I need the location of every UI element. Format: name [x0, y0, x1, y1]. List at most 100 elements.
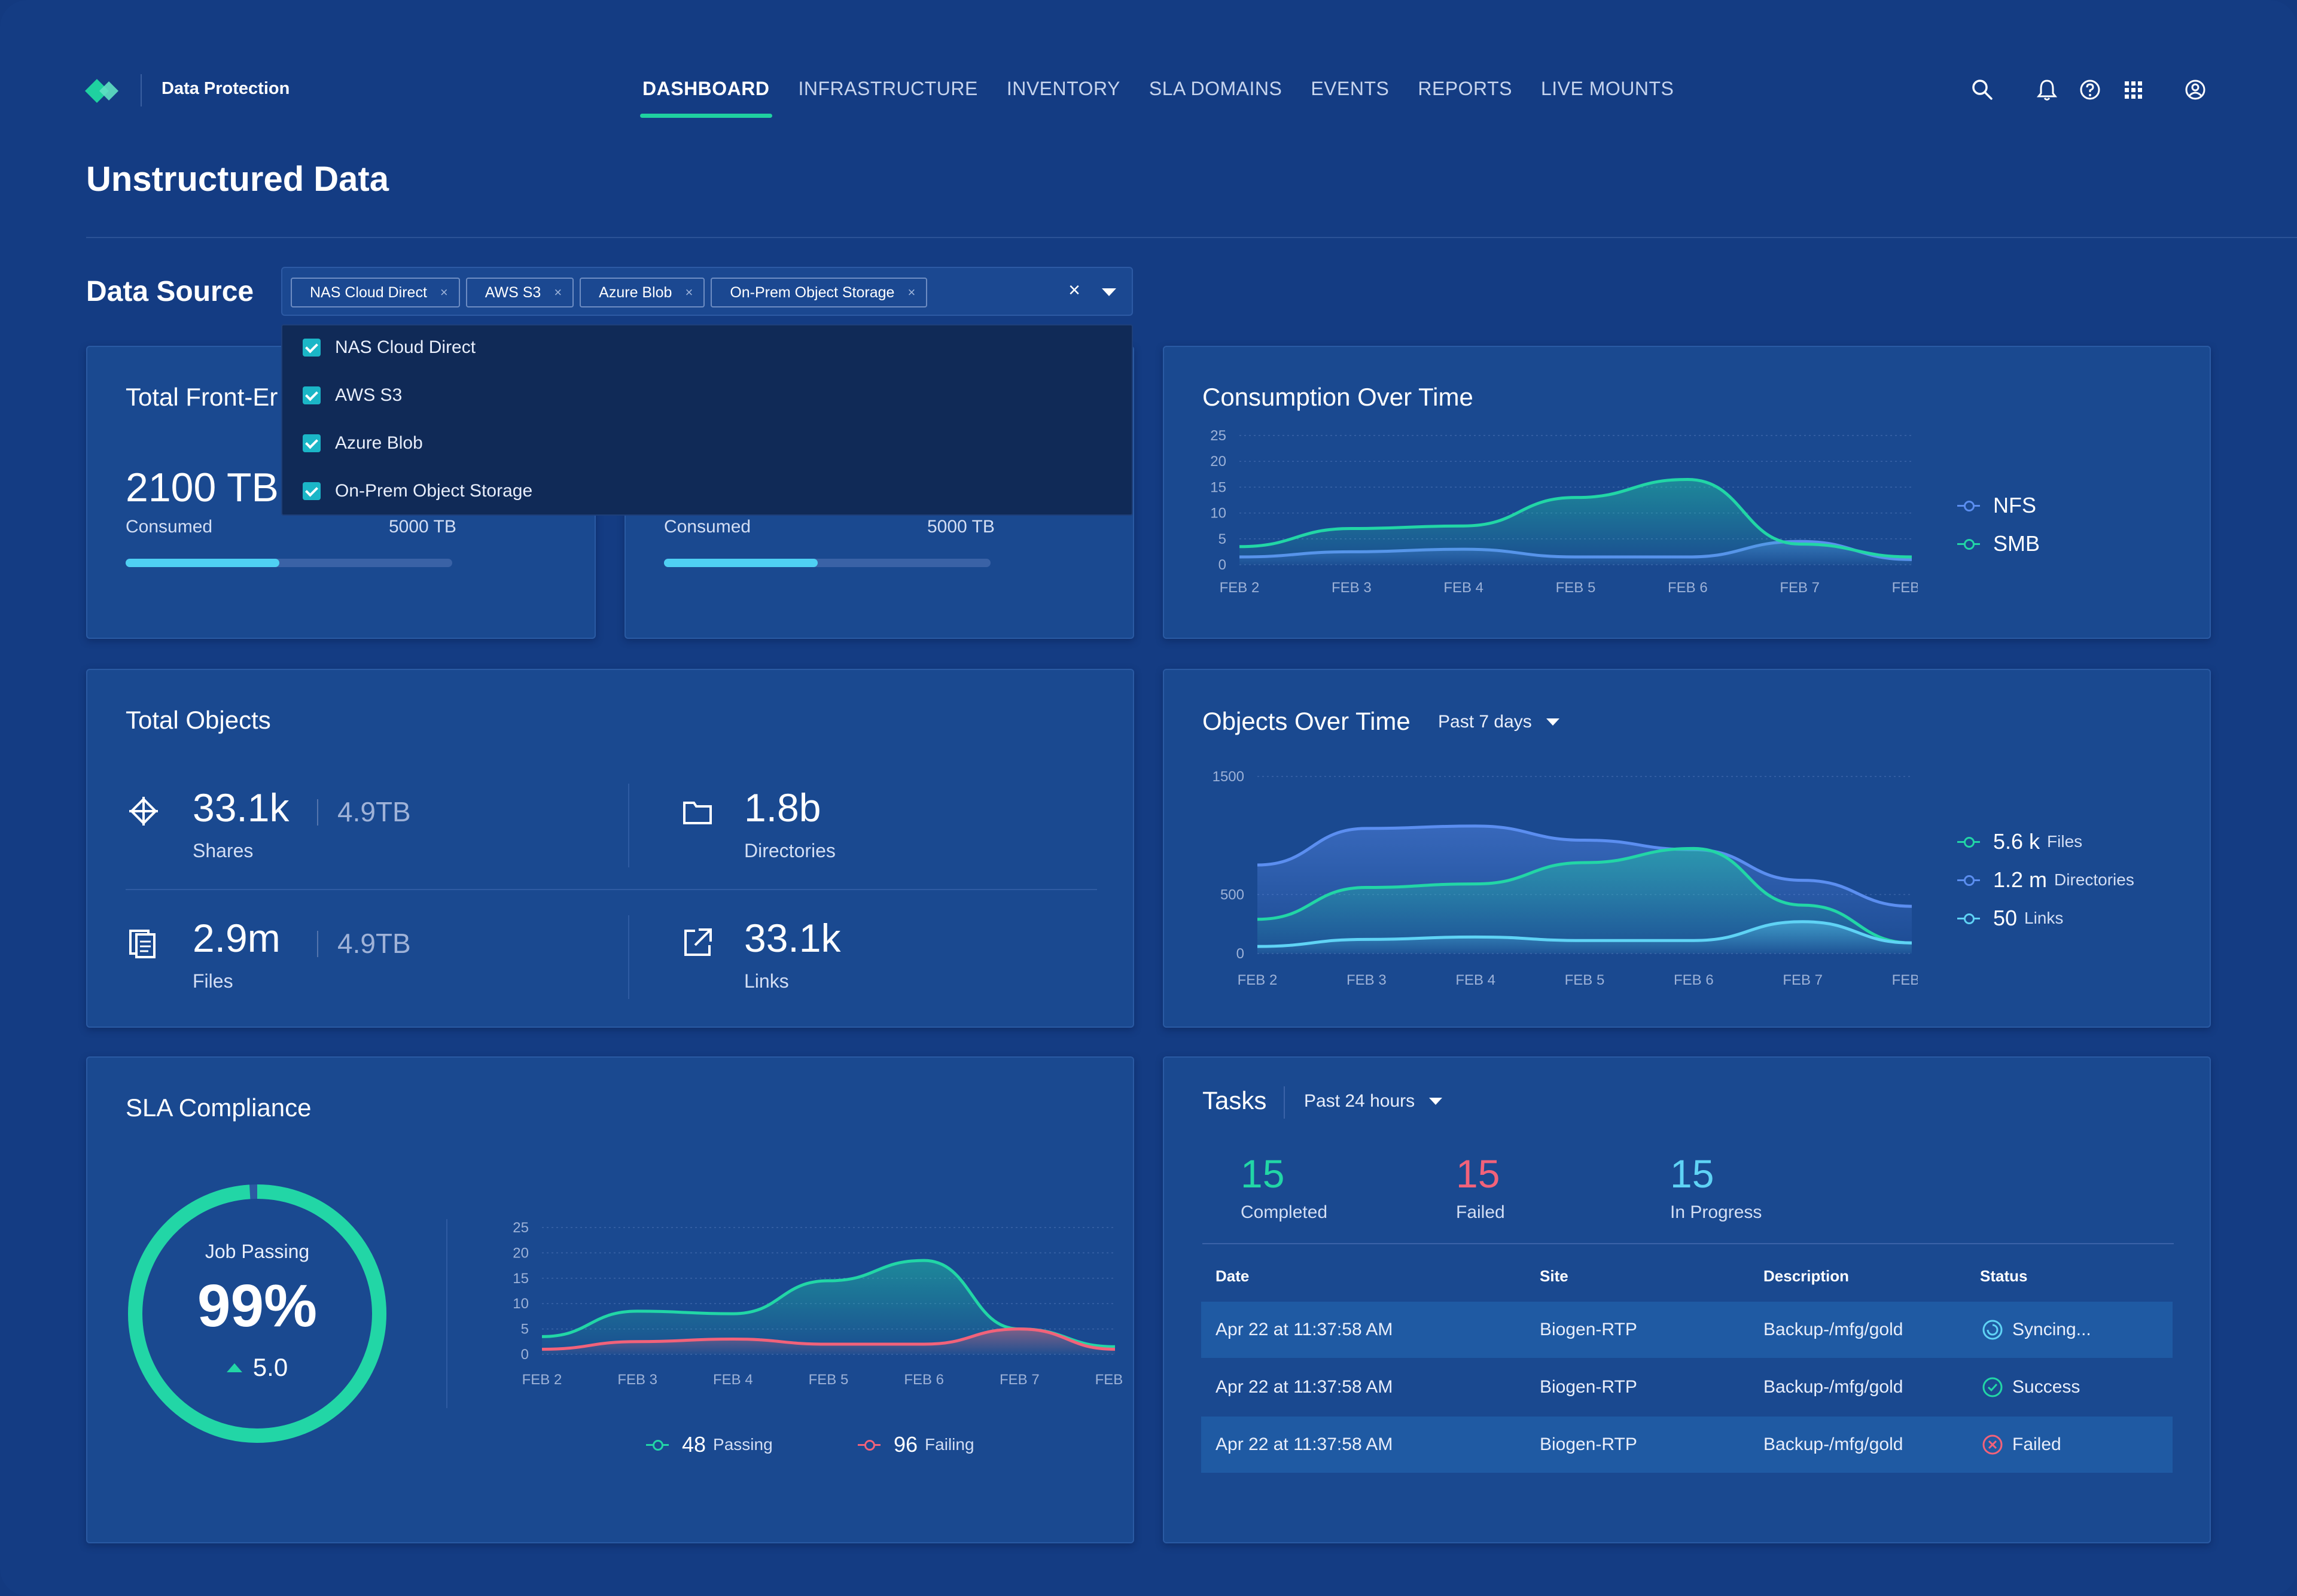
- help-icon[interactable]: [2078, 78, 2102, 102]
- chip-remove-icon[interactable]: ×: [907, 285, 916, 300]
- legend-label: Passing: [713, 1435, 773, 1454]
- chevron-down-icon: [1429, 1098, 1443, 1105]
- usage-capacity: 5000 TB: [927, 517, 995, 537]
- chip-label: NAS Cloud Direct: [310, 284, 427, 301]
- column-description[interactable]: Description: [1763, 1267, 1850, 1285]
- y-tick-label: 15: [1210, 479, 1226, 495]
- arrow-up-icon: [226, 1363, 242, 1372]
- x-tick-label: FEB 2: [522, 1372, 562, 1388]
- objects-title: Total Objects: [126, 706, 271, 734]
- nav-sla-domains[interactable]: SLA DOMAINS: [1148, 78, 1282, 99]
- vertical-divider: [628, 784, 629, 867]
- checkbox-checked-icon[interactable]: [303, 386, 321, 404]
- x-tick-label: FEB 5: [1565, 972, 1605, 988]
- nav-infrastructure[interactable]: INFRASTRUCTURE: [798, 78, 978, 99]
- gauge-label: Job Passing: [205, 1241, 310, 1262]
- option-label: NAS Cloud Direct: [335, 337, 476, 357]
- shares-label: Shares: [193, 840, 254, 861]
- y-tick-label: 5: [1218, 531, 1226, 547]
- tasks-range-dropdown[interactable]: Past 24 hours: [1304, 1091, 1443, 1111]
- table-row[interactable]: Apr 22 at 11:37:58 AM Biogen-RTP Backup-…: [1201, 1417, 2173, 1473]
- x-tick-label: FEB 3: [1346, 972, 1387, 988]
- logo-icon: [85, 79, 118, 103]
- job-passing-gauge: [128, 1184, 386, 1443]
- legend-value: 5.6 k: [1993, 829, 2040, 854]
- front-end-capacity: 5000 TB: [389, 517, 456, 537]
- legend-value: 1.2 m: [1993, 867, 2048, 892]
- gauge-arc: [128, 1184, 386, 1443]
- legend-value: 48: [682, 1432, 706, 1457]
- chip-remove-icon[interactable]: ×: [554, 285, 562, 300]
- files-value: 2.9m: [193, 916, 281, 960]
- checkbox-checked-icon[interactable]: [303, 339, 321, 357]
- y-tick-label: 10: [513, 1296, 529, 1312]
- bell-icon[interactable]: [2035, 78, 2059, 102]
- cell-description: Backup-/mfg/gold: [1763, 1377, 1903, 1397]
- horizontal-divider: [126, 889, 1097, 890]
- option-nas-cloud-direct[interactable]: NAS Cloud Direct: [303, 337, 476, 358]
- chip-remove-icon[interactable]: ×: [440, 285, 448, 300]
- range-dropdown[interactable]: Past 7 days: [1438, 712, 1559, 732]
- sla-title: SLA Compliance: [126, 1094, 312, 1122]
- y-tick-label: 20: [1210, 453, 1226, 470]
- completed-count: 15: [1241, 1152, 1285, 1196]
- column-status[interactable]: Status: [1980, 1267, 2028, 1285]
- main-nav: DASHBOARD INFRASTRUCTURE INVENTORY SLA D…: [640, 78, 1674, 118]
- cell-date: Apr 22 at 11:37:58 AM: [1215, 1377, 1393, 1397]
- clear-selection-icon[interactable]: ×: [1068, 279, 1080, 301]
- apps-grid-icon[interactable]: [2121, 78, 2145, 102]
- app-title: Data Protection: [162, 79, 290, 98]
- logo-divider: [141, 74, 142, 106]
- y-tick-label: 25: [1210, 428, 1226, 444]
- nav-events[interactable]: EVENTS: [1311, 78, 1390, 99]
- search-icon[interactable]: [1970, 78, 1994, 102]
- column-site[interactable]: Site: [1540, 1267, 1568, 1285]
- series-area-links: [1257, 921, 1912, 954]
- nav-inventory[interactable]: INVENTORY: [1006, 78, 1120, 99]
- y-tick-label: 0: [1218, 557, 1226, 573]
- table-row[interactable]: Apr 22 at 11:37:58 AM Biogen-RTP Backup-…: [1201, 1302, 2173, 1358]
- nav-live-mounts[interactable]: LIVE MOUNTS: [1540, 78, 1674, 99]
- chevron-down-icon[interactable]: [1102, 288, 1116, 296]
- failed-label: Failed: [1456, 1202, 1505, 1222]
- option-aws-s3[interactable]: AWS S3: [303, 385, 402, 406]
- completed-label: Completed: [1241, 1202, 1328, 1222]
- checkbox-checked-icon[interactable]: [303, 482, 321, 500]
- user-icon[interactable]: [2183, 78, 2207, 102]
- checkbox-checked-icon[interactable]: [303, 434, 321, 452]
- option-on-prem-object-storage[interactable]: On-Prem Object Storage: [303, 481, 532, 501]
- share-icon: [129, 797, 158, 826]
- front-end-consumed-label: Consumed: [126, 517, 213, 537]
- chevron-down-icon: [1546, 718, 1559, 726]
- legend-files: 5.6 k Files: [1957, 829, 2082, 854]
- chip-remove-icon[interactable]: ×: [685, 285, 693, 300]
- directories-value: 1.8b: [744, 785, 821, 830]
- legend-smb: SMB: [1957, 531, 2040, 556]
- legend-label: SMB: [1993, 531, 2040, 556]
- column-date[interactable]: Date: [1215, 1267, 1250, 1285]
- data-source-select[interactable]: NAS Cloud Direct × AWS S3 × Azure Blob ×…: [281, 267, 1133, 316]
- shares-size: 4.9TB: [337, 796, 411, 827]
- x-tick-label: FEB 4: [1455, 972, 1495, 988]
- chip-label: On-Prem Object Storage: [730, 284, 895, 301]
- gauge-delta: 5.0: [124, 1353, 390, 1382]
- stat-divider: [317, 799, 318, 826]
- legend-line-icon: [1957, 501, 1980, 511]
- option-azure-blob[interactable]: Azure Blob: [303, 433, 423, 453]
- option-label: AWS S3: [335, 385, 403, 405]
- nav-reports[interactable]: REPORTS: [1418, 78, 1512, 99]
- legend-line-icon: [1957, 875, 1980, 886]
- external-link-icon: [684, 928, 712, 956]
- legend-line-icon: [1957, 913, 1980, 924]
- front-end-value: 2100 TB: [126, 465, 279, 510]
- gauge-value: 99%: [197, 1272, 318, 1339]
- tasks-title: Tasks: [1202, 1086, 1267, 1114]
- y-tick-label: 5: [521, 1321, 529, 1338]
- nav-dashboard[interactable]: DASHBOARD: [640, 78, 772, 118]
- table-row[interactable]: Apr 22 at 11:37:58 AM Biogen-RTP Backup-…: [1201, 1359, 2173, 1415]
- y-tick-label: 0: [521, 1347, 529, 1363]
- x-tick-label: FEB 3: [617, 1372, 657, 1388]
- sla-card: SLA Compliance Job Passing 99% 5.0 25 20 1…: [86, 1056, 1134, 1543]
- x-tick-label: FEB 6: [1674, 972, 1714, 988]
- legend-label: Directories: [2054, 870, 2134, 889]
